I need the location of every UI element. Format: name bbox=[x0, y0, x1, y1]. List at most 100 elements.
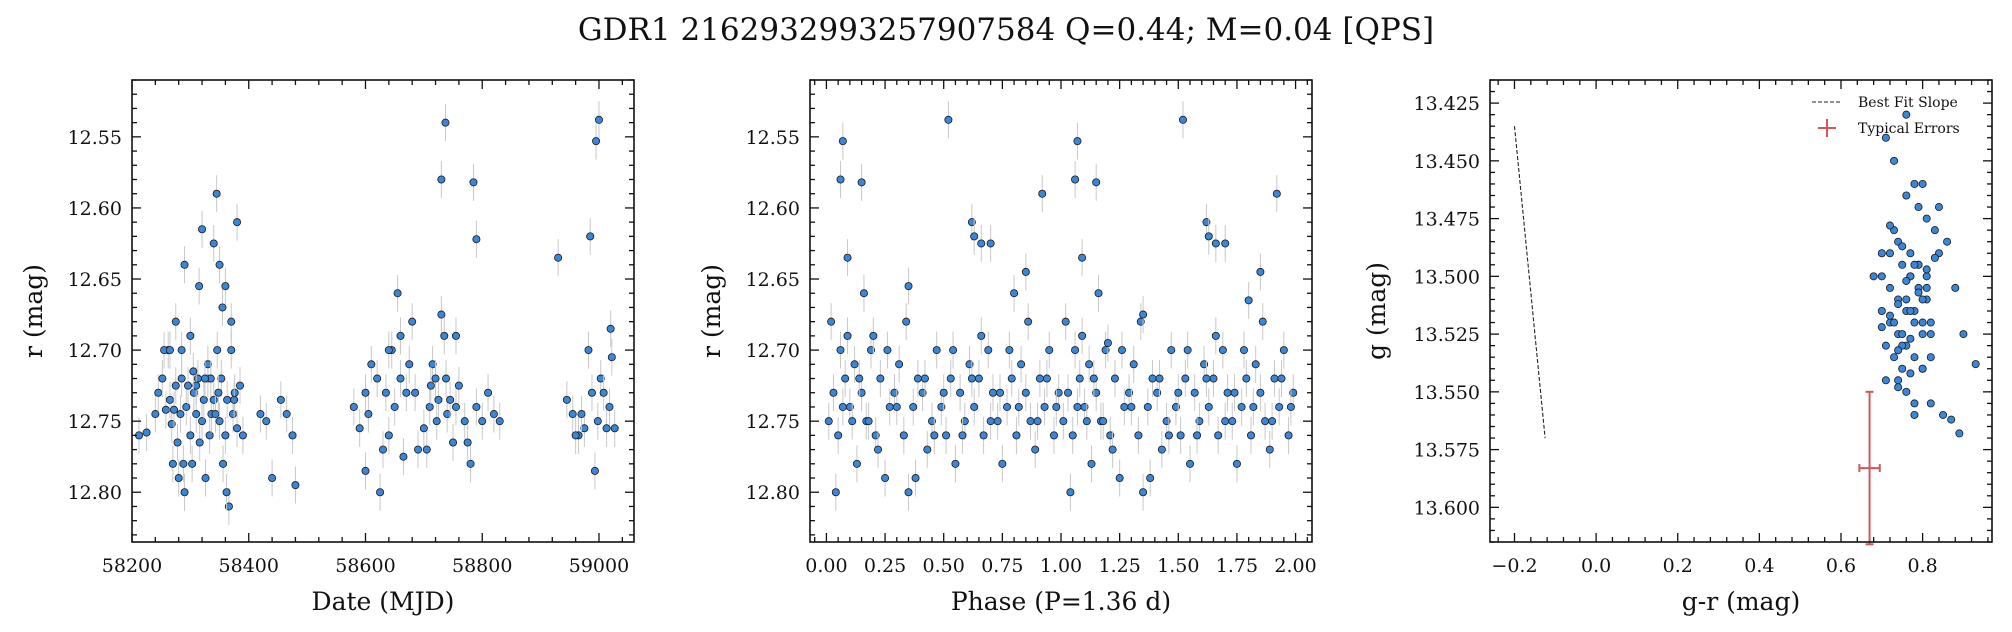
data-point bbox=[186, 431, 195, 440]
data-point bbox=[399, 452, 408, 461]
y-tick-label: 12.70 bbox=[746, 340, 800, 362]
data-point bbox=[939, 388, 948, 397]
data-point bbox=[411, 388, 420, 397]
data-point bbox=[848, 417, 857, 426]
x-tick-label: 59000 bbox=[569, 555, 629, 577]
data-point bbox=[590, 466, 599, 475]
data-point bbox=[376, 488, 385, 497]
data-point bbox=[1906, 249, 1915, 258]
data-point bbox=[1959, 330, 1968, 339]
data-point bbox=[373, 374, 382, 383]
data-point bbox=[432, 417, 441, 426]
data-point bbox=[230, 395, 239, 404]
data-point bbox=[268, 474, 277, 483]
data-point bbox=[1087, 459, 1096, 468]
data-point bbox=[596, 374, 605, 383]
data-point bbox=[1289, 388, 1298, 397]
data-point bbox=[967, 374, 976, 383]
y-tick-label: 12.60 bbox=[68, 198, 122, 220]
x-tick-label: 0.2 bbox=[1663, 555, 1693, 577]
data-point bbox=[221, 431, 230, 440]
data-point bbox=[198, 225, 207, 234]
data-point bbox=[1284, 431, 1293, 440]
data-point bbox=[1186, 459, 1195, 468]
data-point bbox=[402, 388, 411, 397]
data-point bbox=[189, 367, 198, 376]
data-point bbox=[1914, 288, 1923, 297]
data-layer bbox=[824, 101, 1298, 511]
data-point bbox=[1251, 360, 1260, 369]
data-point bbox=[180, 260, 189, 269]
data-point bbox=[977, 331, 986, 340]
data-point bbox=[932, 346, 941, 355]
data-point bbox=[1221, 417, 1230, 426]
data-point bbox=[1906, 369, 1915, 378]
data-point bbox=[182, 402, 191, 411]
data-point bbox=[1214, 431, 1223, 440]
data-point bbox=[381, 388, 390, 397]
data-point bbox=[1894, 300, 1903, 309]
data-point bbox=[1877, 323, 1886, 332]
data-point bbox=[1148, 374, 1157, 383]
data-point bbox=[214, 388, 223, 397]
data-point bbox=[1918, 330, 1927, 339]
data-point bbox=[1877, 306, 1886, 315]
data-point bbox=[1167, 346, 1176, 355]
data-point bbox=[923, 445, 932, 454]
data-point bbox=[441, 118, 450, 127]
data-point bbox=[1934, 203, 1943, 212]
x-tick-label: 58200 bbox=[102, 555, 162, 577]
data-point bbox=[871, 431, 880, 440]
data-point bbox=[1211, 331, 1220, 340]
data-point bbox=[554, 253, 563, 262]
data-point bbox=[1014, 402, 1023, 411]
data-point bbox=[1910, 353, 1919, 362]
data-point bbox=[228, 410, 237, 419]
data-point bbox=[902, 317, 911, 326]
x-tick-label: −0.2 bbox=[1491, 555, 1537, 577]
data-point bbox=[1190, 388, 1199, 397]
data-point bbox=[378, 445, 387, 454]
data-point bbox=[484, 388, 493, 397]
data-point bbox=[460, 417, 469, 426]
x-tick-label: 2.00 bbox=[1274, 555, 1316, 577]
data-point bbox=[1256, 267, 1265, 276]
data-point bbox=[1877, 272, 1886, 281]
data-point bbox=[227, 317, 236, 326]
data-point bbox=[288, 431, 297, 440]
data-point bbox=[489, 410, 498, 419]
data-point bbox=[970, 402, 979, 411]
data-point bbox=[829, 388, 838, 397]
x-axis-label: Phase (P=1.36 d) bbox=[951, 587, 1171, 616]
data-point bbox=[1885, 283, 1894, 292]
data-point bbox=[602, 424, 611, 433]
data-point bbox=[885, 402, 894, 411]
data-point bbox=[437, 175, 446, 184]
data-point bbox=[1922, 272, 1931, 281]
data-point bbox=[211, 410, 220, 419]
data-point bbox=[177, 374, 186, 383]
data-point bbox=[571, 431, 580, 440]
x-tick-label: 1.25 bbox=[1098, 555, 1140, 577]
data-point bbox=[1094, 289, 1103, 298]
data-point bbox=[168, 459, 177, 468]
data-point bbox=[1042, 374, 1051, 383]
y-tick-label: 12.80 bbox=[68, 482, 122, 504]
data-point bbox=[1005, 346, 1014, 355]
data-point bbox=[1125, 388, 1134, 397]
data-point bbox=[466, 459, 475, 468]
data-point bbox=[993, 417, 1002, 426]
data-point bbox=[1143, 402, 1152, 411]
data-point bbox=[1110, 374, 1119, 383]
data-point bbox=[1286, 402, 1295, 411]
data-point bbox=[984, 346, 993, 355]
x-tick-label: 0.0 bbox=[1581, 555, 1611, 577]
data-point bbox=[472, 235, 481, 244]
data-point bbox=[1955, 429, 1964, 438]
data-point bbox=[443, 410, 452, 419]
data-point bbox=[1244, 296, 1253, 305]
data-layer bbox=[135, 101, 619, 525]
data-point bbox=[593, 417, 602, 426]
data-point bbox=[1926, 399, 1935, 408]
data-point bbox=[349, 402, 358, 411]
